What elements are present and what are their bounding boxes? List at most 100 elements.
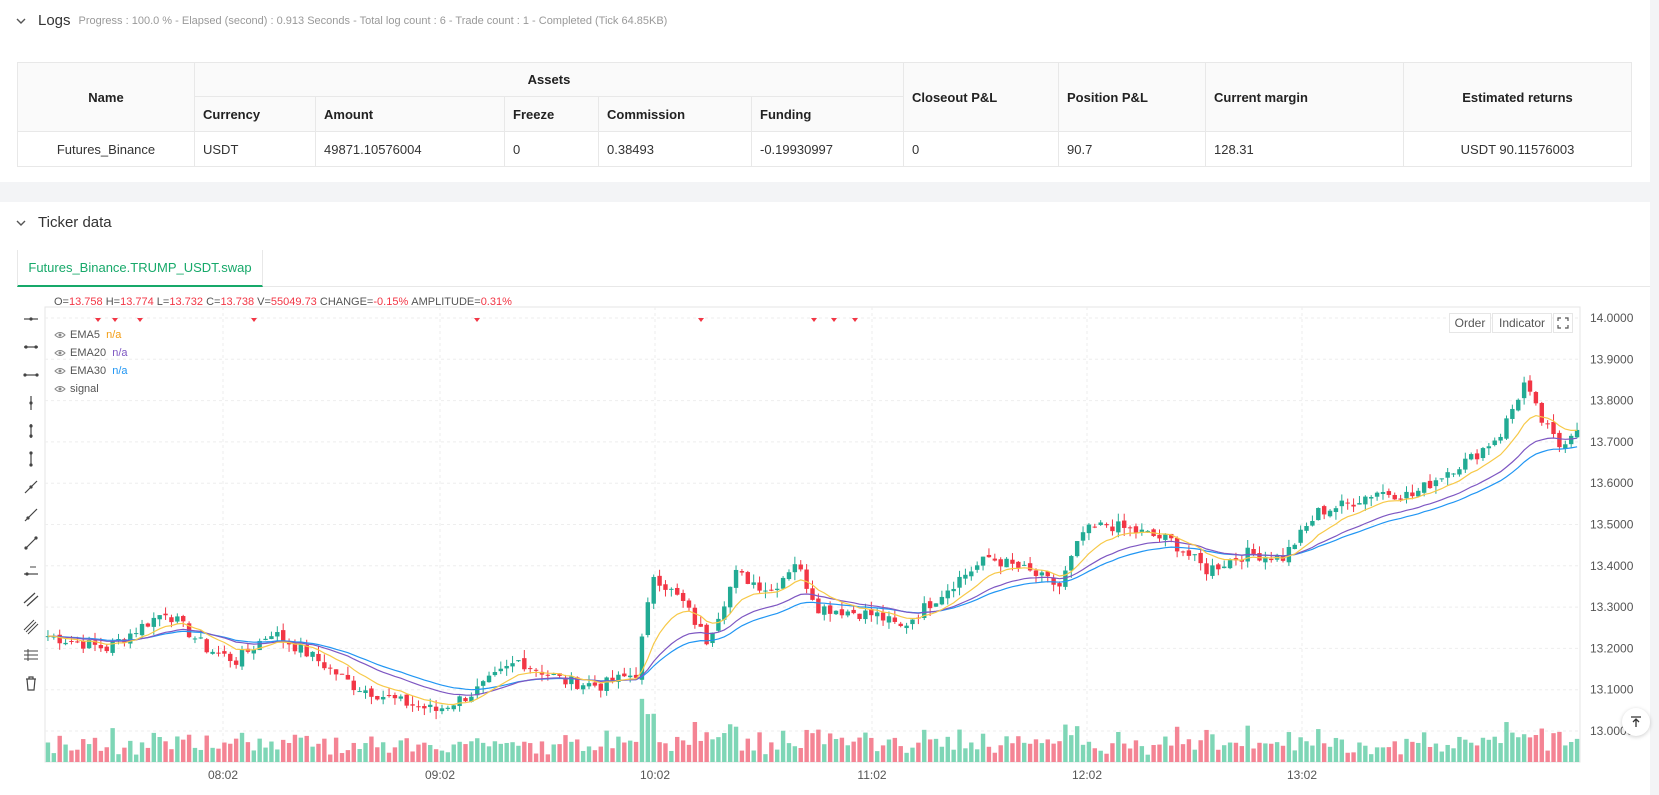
volume-bar — [51, 753, 57, 762]
legend-ema20[interactable]: EMA20 n/a — [54, 347, 128, 359]
candle-body — [833, 610, 839, 615]
volume-bar — [710, 739, 715, 762]
horizontal-segment-tool-icon[interactable] — [18, 361, 44, 389]
logs-header[interactable]: Logs Progress : 100.0 % - Elapsed (secon… — [16, 12, 667, 29]
candle-body — [75, 641, 80, 643]
indicator-button[interactable]: Indicator — [1492, 313, 1552, 333]
volume-bar — [322, 738, 327, 762]
candle-body — [1204, 563, 1209, 575]
volume-bar — [1145, 754, 1150, 762]
signal-marker — [112, 318, 118, 322]
volume-bar — [1310, 745, 1315, 762]
volume-bar — [974, 749, 980, 762]
candle-body — [522, 658, 527, 670]
price-line-tool-icon[interactable] — [18, 557, 44, 585]
ema30-line — [47, 446, 1578, 691]
volume-bar — [1104, 753, 1109, 762]
candle-body — [780, 577, 786, 589]
close-label: C= — [206, 296, 221, 308]
volume-bar — [969, 742, 974, 762]
open-value: 13.758 — [68, 296, 103, 308]
candle-body — [1510, 408, 1515, 419]
candle-body — [563, 677, 568, 685]
eye-icon[interactable] — [54, 385, 66, 393]
volume-bar — [86, 744, 92, 762]
ticker-header[interactable]: Ticker data — [16, 214, 112, 231]
candle-body — [469, 696, 474, 702]
volume-bar — [998, 745, 1003, 762]
x-tick-label: 12:02 — [1072, 768, 1102, 782]
candle-body — [1169, 533, 1174, 539]
volume-bar — [1016, 736, 1021, 762]
legend-signal[interactable]: signal — [54, 383, 99, 395]
candle-body — [292, 642, 298, 652]
volume-bar — [175, 736, 180, 762]
candle-body — [333, 669, 339, 675]
volume-bar — [1433, 743, 1439, 762]
scroll-to-top-button[interactable] — [1622, 708, 1650, 736]
volume-bar — [1427, 746, 1433, 762]
progress-status: Progress : 100.0 % - Elapsed (second) : … — [78, 14, 668, 27]
volume-bar — [1257, 742, 1262, 762]
change-value: -0.15% — [373, 296, 409, 308]
candle-body — [228, 653, 233, 662]
volume-bar — [1321, 743, 1327, 762]
candle-body — [451, 705, 456, 710]
candle-body — [745, 572, 751, 584]
candle-body — [1357, 503, 1362, 505]
volume-bar — [716, 737, 721, 762]
candle-body — [351, 680, 356, 691]
vertical-ray-tool-icon[interactable] — [18, 389, 44, 417]
volume-bar — [798, 747, 803, 762]
volume-bar — [1398, 754, 1403, 762]
candle-body — [1492, 440, 1497, 446]
order-button[interactable]: Order — [1449, 313, 1491, 333]
volume-bar — [769, 742, 774, 762]
candle-body — [1404, 491, 1409, 499]
volume-bar — [457, 741, 462, 762]
volume-bar — [1274, 742, 1280, 762]
volume-bar — [827, 733, 833, 762]
volume-bar — [1545, 750, 1550, 762]
candle-body — [1016, 561, 1021, 568]
fib-retracement-tool-icon[interactable] — [18, 641, 44, 669]
horizontal-ray-tool-icon[interactable] — [18, 305, 44, 333]
chevron-down-icon[interactable] — [16, 218, 26, 228]
candle-body — [1533, 392, 1539, 404]
volume-bar — [1027, 743, 1033, 762]
fibonacci-tool-icon[interactable] — [18, 613, 44, 641]
parallel-channel-tool-icon[interactable] — [18, 585, 44, 613]
volume-bar — [1345, 752, 1350, 762]
horizontal-line-tool-icon[interactable] — [18, 333, 44, 361]
candle-body — [416, 706, 421, 708]
volume-bar — [45, 742, 51, 762]
segment-tool-icon[interactable] — [18, 529, 44, 557]
candle-body — [939, 596, 945, 605]
legend-ema5[interactable]: EMA5 n/a — [54, 329, 121, 341]
volume-bar — [292, 734, 298, 762]
eye-icon[interactable] — [54, 331, 66, 339]
fullscreen-button[interactable] — [1553, 313, 1573, 333]
legend-ema30[interactable]: EMA30 n/a — [54, 365, 128, 377]
volume-bar — [404, 738, 409, 762]
vertical-segment-tool-icon[interactable] — [18, 445, 44, 473]
volume-bar — [1298, 737, 1303, 762]
volume-bar — [563, 735, 568, 762]
eye-icon[interactable] — [54, 349, 66, 357]
volume-bar — [233, 738, 239, 762]
tab-trump-usdt-swap[interactable]: Futures_Binance.TRUMP_USDT.swap — [17, 250, 263, 287]
chevron-down-icon[interactable] — [16, 16, 26, 26]
ray-line-tool-icon[interactable] — [18, 501, 44, 529]
trash-icon[interactable] — [18, 669, 44, 697]
trend-line-tool-icon[interactable] — [18, 473, 44, 501]
candle-body — [310, 651, 315, 657]
eye-icon[interactable] — [54, 367, 66, 375]
vertical-line-tool-icon[interactable] — [18, 417, 44, 445]
ema20-label: EMA20 — [70, 347, 107, 359]
cell-returns: USDT 90.11576003 — [1403, 131, 1632, 167]
candle-body — [192, 638, 198, 640]
candle-body — [139, 623, 145, 636]
volume-bar — [1457, 736, 1462, 762]
low-value: 13.732 — [169, 296, 203, 308]
